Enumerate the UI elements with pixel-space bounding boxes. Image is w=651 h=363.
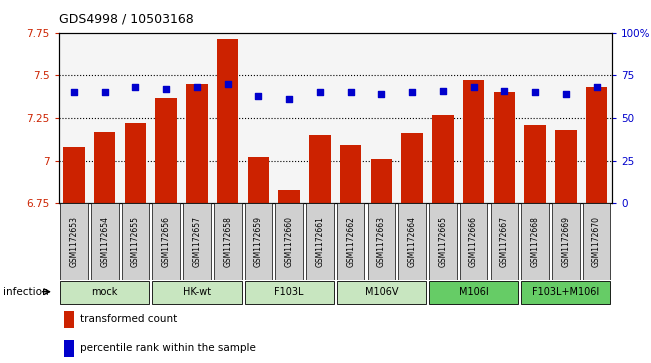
Text: GSM1172654: GSM1172654	[100, 216, 109, 267]
Point	[407, 90, 417, 95]
Bar	[337, 281, 426, 303]
Bar	[275, 203, 303, 280]
Bar	[368, 203, 395, 280]
Bar	[340, 145, 361, 203]
Bar	[521, 281, 611, 303]
Bar	[245, 281, 334, 303]
Text: GSM1172664: GSM1172664	[408, 216, 417, 267]
Bar	[460, 203, 488, 280]
Text: GSM1172657: GSM1172657	[193, 216, 201, 267]
Bar	[245, 203, 272, 280]
Text: GSM1172661: GSM1172661	[315, 216, 324, 267]
Bar	[125, 123, 146, 203]
Bar	[463, 81, 484, 203]
Text: GSM1172655: GSM1172655	[131, 216, 140, 267]
Point	[591, 84, 602, 90]
Point	[130, 84, 141, 90]
Point	[223, 81, 233, 87]
Text: GSM1172653: GSM1172653	[70, 216, 79, 267]
Point	[530, 90, 540, 95]
Bar	[429, 281, 518, 303]
Bar	[152, 203, 180, 280]
Text: HK-wt: HK-wt	[183, 287, 211, 297]
Bar	[64, 311, 74, 328]
Text: GSM1172656: GSM1172656	[161, 216, 171, 267]
Text: GSM1172667: GSM1172667	[500, 216, 509, 267]
Bar	[583, 203, 611, 280]
Point	[437, 88, 448, 94]
Bar	[490, 203, 518, 280]
Bar	[306, 203, 334, 280]
Bar	[552, 203, 579, 280]
Bar	[524, 125, 546, 203]
Bar	[521, 203, 549, 280]
Point	[161, 86, 171, 92]
Text: transformed count: transformed count	[79, 314, 177, 325]
Bar	[64, 340, 74, 357]
Bar	[186, 84, 208, 203]
Bar	[91, 203, 118, 280]
Text: infection: infection	[3, 287, 49, 297]
Bar	[60, 281, 149, 303]
Text: M106I: M106I	[459, 287, 488, 297]
Text: GSM1172670: GSM1172670	[592, 216, 601, 267]
Text: GDS4998 / 10503168: GDS4998 / 10503168	[59, 12, 193, 25]
Text: F103L+M106I: F103L+M106I	[533, 287, 600, 297]
Bar	[432, 115, 454, 203]
Text: GSM1172658: GSM1172658	[223, 216, 232, 267]
Point	[499, 88, 510, 94]
Point	[100, 90, 110, 95]
Bar	[370, 159, 392, 203]
Bar	[183, 203, 211, 280]
Bar	[493, 92, 515, 203]
Bar	[429, 203, 457, 280]
Point	[284, 96, 294, 102]
Bar	[94, 132, 115, 203]
Text: percentile rank within the sample: percentile rank within the sample	[79, 343, 255, 354]
Bar	[217, 40, 238, 203]
Bar	[402, 133, 423, 203]
Bar	[60, 203, 88, 280]
Bar	[337, 203, 365, 280]
Point	[561, 91, 571, 97]
Bar	[247, 157, 269, 203]
Point	[376, 91, 387, 97]
Bar	[586, 87, 607, 203]
Point	[346, 90, 356, 95]
Point	[314, 90, 325, 95]
Text: GSM1172665: GSM1172665	[438, 216, 447, 267]
Bar	[156, 98, 177, 203]
Text: GSM1172668: GSM1172668	[531, 216, 540, 267]
Text: GSM1172669: GSM1172669	[561, 216, 570, 267]
Bar	[214, 203, 242, 280]
Text: mock: mock	[92, 287, 118, 297]
Bar	[309, 135, 331, 203]
Point	[468, 84, 478, 90]
Text: GSM1172662: GSM1172662	[346, 216, 355, 267]
Text: M106V: M106V	[365, 287, 398, 297]
Bar	[279, 189, 300, 203]
Point	[69, 90, 79, 95]
Bar	[122, 203, 149, 280]
Text: F103L: F103L	[275, 287, 304, 297]
Text: GSM1172659: GSM1172659	[254, 216, 263, 267]
Text: GSM1172663: GSM1172663	[377, 216, 386, 267]
Bar	[398, 203, 426, 280]
Bar	[63, 147, 85, 203]
Text: GSM1172660: GSM1172660	[284, 216, 294, 267]
Bar	[152, 281, 242, 303]
Point	[253, 93, 264, 99]
Point	[191, 84, 202, 90]
Bar	[555, 130, 577, 203]
Text: GSM1172666: GSM1172666	[469, 216, 478, 267]
